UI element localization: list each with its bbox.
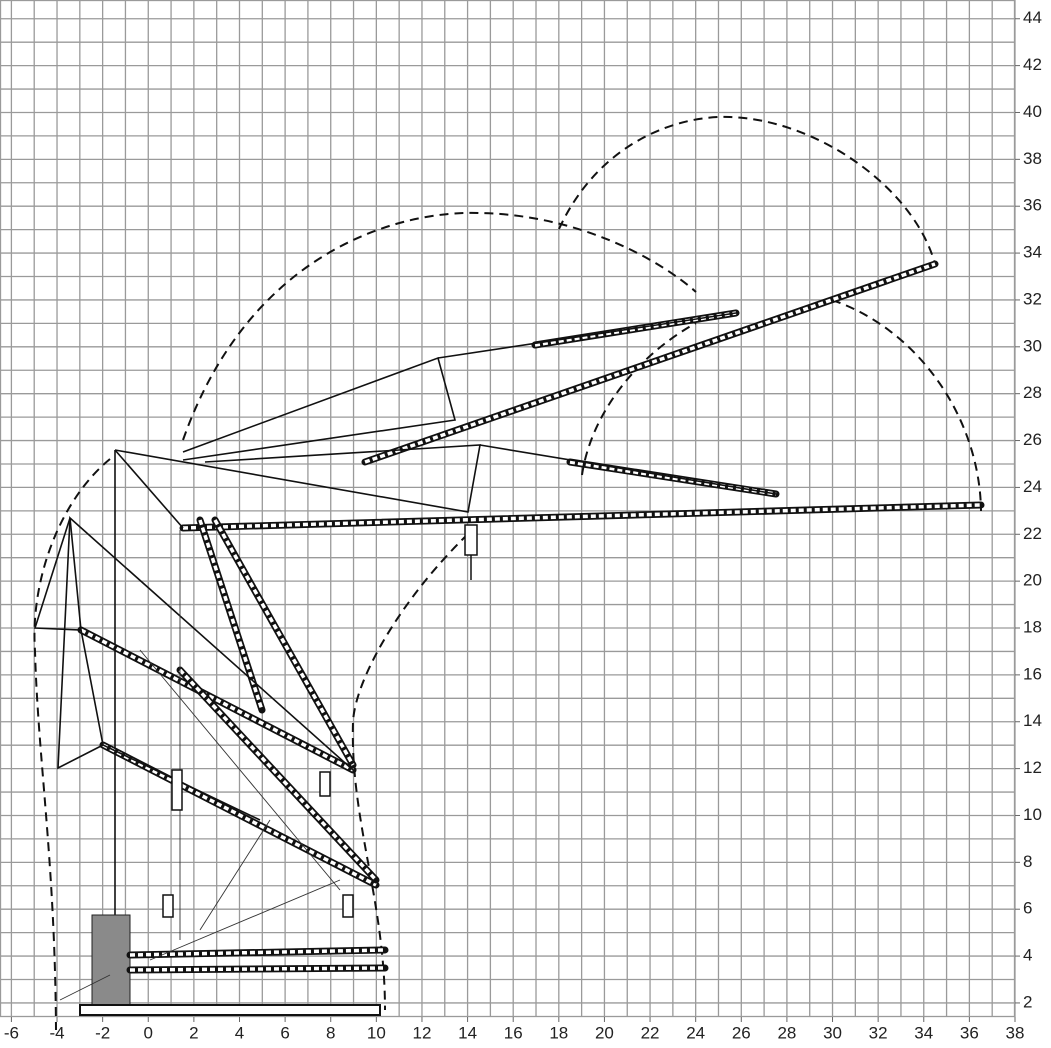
y-tick-label: 34 (1023, 243, 1042, 262)
y-tick-label: 22 (1023, 524, 1042, 543)
x-tick-label: -4 (49, 1023, 64, 1042)
y-tick-label: 44 (1023, 8, 1042, 27)
jib (77, 260, 985, 974)
range-envelope (351, 533, 469, 1011)
y-tick-label: 28 (1023, 383, 1042, 402)
y-tick-label: 42 (1023, 55, 1042, 74)
ballast (91, 914, 131, 1006)
x-tick-label: 12 (413, 1023, 432, 1042)
x-tick-label: 18 (549, 1023, 568, 1042)
y-tick-label: 12 (1023, 758, 1042, 777)
y-tick-label: 24 (1023, 477, 1042, 496)
range-envelope (182, 211, 697, 441)
y-tick-label: 36 (1023, 196, 1042, 215)
x-tick-label: -2 (95, 1023, 110, 1042)
y-tick-label: 16 (1023, 664, 1042, 683)
x-tick-label: 4 (235, 1023, 244, 1042)
y-tick-label: 18 (1023, 617, 1042, 636)
y-tick-label: 26 (1023, 430, 1042, 449)
x-tick-label: 20 (595, 1023, 614, 1042)
x-tick-label: 8 (326, 1023, 335, 1042)
x-tick-label: 0 (144, 1023, 153, 1042)
x-tick-label: 28 (777, 1023, 796, 1042)
y-tick-label: 20 (1023, 571, 1042, 590)
x-tick-label: 26 (732, 1023, 751, 1042)
x-tick-label: 34 (914, 1023, 933, 1042)
axis-labels: -6 -4 -2 0 2 4 6 8 10 12 14 16 18 20 22 24 26 28 30 32 34 36 3… (4, 8, 1042, 1042)
y-tick-label: 30 (1023, 336, 1042, 355)
x-tick-label: 2 (189, 1023, 198, 1042)
range-envelope (33, 458, 111, 1031)
x-tick-label: 36 (960, 1023, 979, 1042)
y-tick-label: 32 (1023, 289, 1042, 308)
ties (33, 312, 777, 1001)
x-tick-label: 38 (1006, 1023, 1025, 1042)
x-tick-label: 30 (823, 1023, 842, 1042)
y-tick-label: 2 (1023, 992, 1032, 1011)
y-tick-label: 10 (1023, 805, 1042, 824)
x-tick-label: 6 (280, 1023, 289, 1042)
y-tick-label: 8 (1023, 852, 1032, 871)
x-tick-label: 10 (367, 1023, 386, 1042)
range-envelope (831, 299, 982, 512)
x-tick-label: 16 (504, 1023, 523, 1042)
x-tick-label: 24 (686, 1023, 705, 1042)
y-tick-label: 38 (1023, 149, 1042, 168)
grid (0, 0, 1020, 1022)
x-tick-label: 22 (641, 1023, 660, 1042)
range-envelope (558, 115, 936, 265)
y-tick-label: 6 (1023, 899, 1032, 918)
hooks (162, 524, 478, 918)
y-tick-label: 40 (1023, 102, 1042, 121)
x-tick-label: 32 (869, 1023, 888, 1042)
range-envelope (581, 322, 697, 476)
x-tick-label: -6 (4, 1023, 19, 1042)
y-tick-label: 4 (1023, 946, 1032, 965)
base (79, 1004, 381, 1016)
y-tick-label: 14 (1023, 711, 1042, 730)
plot-frame (0, 0, 1016, 1018)
crane-drawing (33, 115, 985, 1031)
x-tick-label: 14 (458, 1023, 477, 1042)
